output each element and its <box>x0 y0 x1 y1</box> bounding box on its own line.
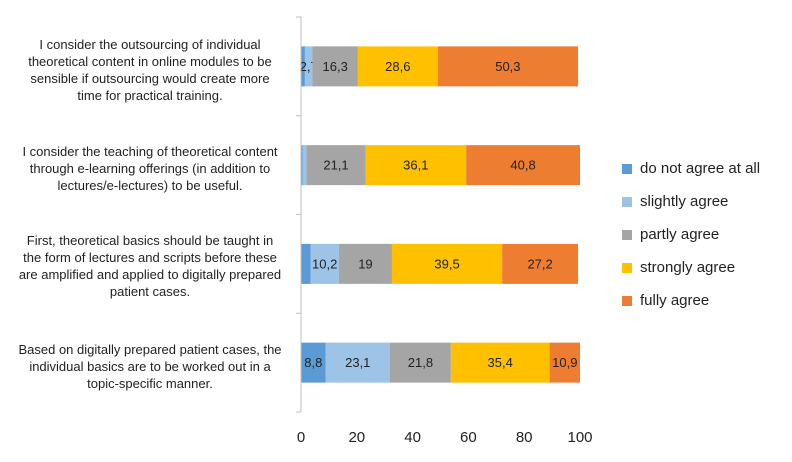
legend-label: strongly agree <box>640 259 736 276</box>
bar-segment <box>502 243 579 284</box>
legend-swatch <box>622 163 632 174</box>
x-tick-label: 100 <box>567 429 592 446</box>
bar-segment <box>306 145 366 186</box>
legend-swatch <box>622 196 632 207</box>
category-label-line: Based on digitally prepared patient case… <box>18 342 282 357</box>
data-label: 40,8 <box>510 158 535 173</box>
bar-segment <box>391 243 503 284</box>
x-tick-label: 20 <box>348 429 365 446</box>
category-label-line: I consider the teaching of theoretical c… <box>22 144 278 159</box>
x-tick-label: 40 <box>404 429 421 446</box>
bar-segment <box>301 46 305 87</box>
category-label-lectures-first: First, theoretical basics should be taug… <box>15 232 285 300</box>
legend-label: slightly agree <box>640 193 729 210</box>
legend-item-fully-agree: fully agree <box>622 284 760 317</box>
bar-segment <box>301 145 303 186</box>
data-label: 28,6 <box>385 59 410 74</box>
category-label-outsourcing: I consider the outsourcing of individual… <box>15 36 285 104</box>
x-tick-label: 0 <box>297 429 305 446</box>
legend-label: fully agree <box>640 292 710 309</box>
data-label: 35,4 <box>488 355 513 370</box>
bar-segment <box>301 243 311 284</box>
x-tick-label: 80 <box>516 429 533 446</box>
category-label-line: lectures/e-lectures) to be useful. <box>57 178 243 193</box>
data-label: 19 <box>358 256 372 271</box>
bar-segment <box>325 342 390 383</box>
bar-segment <box>437 46 579 87</box>
legend-label: partly agree <box>640 226 720 243</box>
legend-item-do-not-agree: do not agree at all <box>622 152 760 185</box>
data-label: 16,3 <box>323 59 348 74</box>
category-label-line: through e-learning offerings (in additio… <box>29 161 271 176</box>
legend-item-slightly-agree: slightly agree <box>622 185 760 218</box>
data-label: 10,9 <box>552 355 577 370</box>
data-label: 21,1 <box>323 158 348 173</box>
data-label: 8,8 <box>304 355 322 370</box>
data-label: 36,1 <box>403 158 428 173</box>
category-label-patient-cases: Based on digitally prepared patient case… <box>15 341 285 392</box>
category-label-line: topic-specific manner. <box>87 376 213 391</box>
bar-segment <box>310 243 339 284</box>
category-label-line: individual basics are to be worked out i… <box>29 359 271 374</box>
data-label: 27,2 <box>527 256 552 271</box>
legend-swatch <box>622 229 632 240</box>
legend-item-strongly-agree: strongly agree <box>622 251 760 284</box>
legend-item-partly-agree: partly agree <box>622 218 760 251</box>
bar-segment <box>302 145 307 186</box>
bar-segment <box>466 145 580 186</box>
legend-label: do not agree at all <box>640 160 761 177</box>
category-label-line: sensible if outsourcing would create mor… <box>30 71 270 86</box>
legend-swatch <box>622 295 632 306</box>
bar-segment <box>301 342 326 383</box>
category-label-line: theoretical content in online modules to… <box>28 54 272 69</box>
bar-segment <box>390 342 451 383</box>
category-label-line: are amplified and applied to digitally p… <box>18 267 282 282</box>
bar-segment <box>549 342 580 383</box>
legend: do not agree at all slightly agree partl… <box>622 152 760 317</box>
category-label-line: time for practical training. <box>77 88 223 103</box>
data-label: 50,3 <box>495 59 520 74</box>
bar-segment <box>365 145 467 186</box>
category-label-line: I consider the outsourcing of individual <box>39 37 261 52</box>
legend-swatch <box>622 262 632 273</box>
data-label: 23,1 <box>345 355 370 370</box>
data-label: 21,8 <box>408 355 433 370</box>
bar-segment <box>312 46 358 87</box>
bar-segment <box>304 46 313 87</box>
bar-segment <box>338 243 392 284</box>
category-label-line: patient cases. <box>109 284 191 299</box>
category-label-elearning: I consider the teaching of theoretical c… <box>15 143 285 194</box>
x-axis: 0 20 40 60 80 100 <box>296 16 593 446</box>
category-label-line: First, theoretical basics should be taug… <box>26 233 274 248</box>
category-label-line: the form of lectures and scripts before … <box>23 250 277 265</box>
data-label: 39,5 <box>434 256 459 271</box>
bar-segment <box>357 46 438 87</box>
bars-group: 2,7 16,3 28,6 50,321,1 36,1 40,810,2 19 39,5 27,… <box>300 46 580 383</box>
bar-segment <box>450 342 550 383</box>
x-tick-label: 60 <box>460 429 477 446</box>
data-label: 10,2 <box>312 256 337 271</box>
